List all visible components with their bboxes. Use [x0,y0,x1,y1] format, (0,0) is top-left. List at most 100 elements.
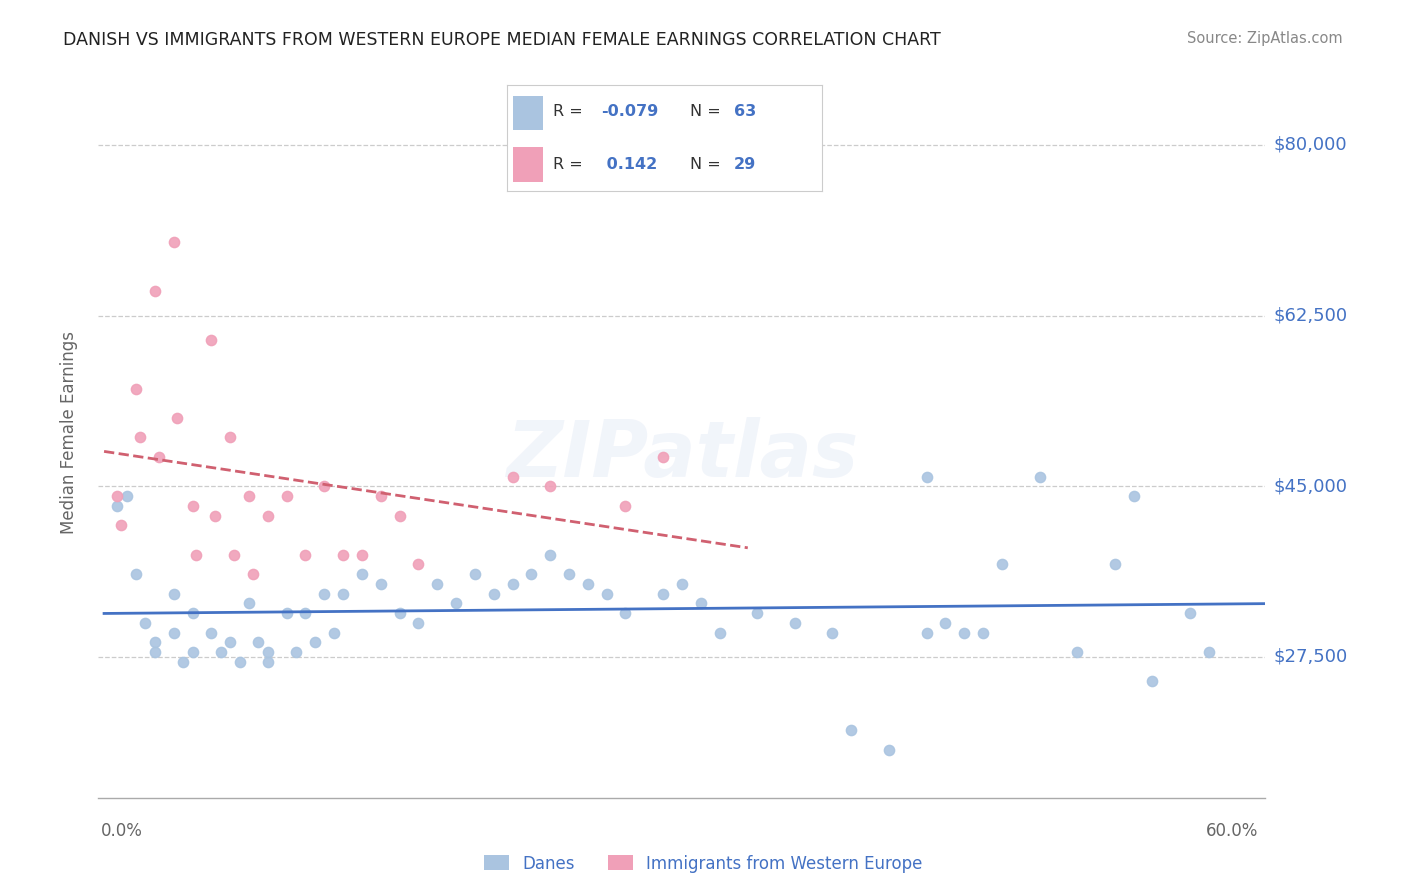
Point [1142,674,1164,689]
Point [991,558,1014,572]
Point [238,489,260,503]
Point [1066,645,1088,659]
Point [105,489,128,503]
Point [332,586,354,600]
Point [322,625,344,640]
Text: Source: ZipAtlas.com: Source: ZipAtlas.com [1187,31,1343,46]
Point [614,499,637,513]
Point [143,635,166,649]
Point [128,430,150,444]
Point [915,625,938,640]
Point [314,479,336,493]
Point [110,518,132,533]
Point [464,567,486,582]
Text: 0.142: 0.142 [602,157,658,172]
Point [115,489,138,503]
Text: 63: 63 [734,104,756,120]
Point [209,645,232,659]
Text: R =: R = [553,104,588,120]
Point [276,489,298,503]
Text: N =: N = [689,104,725,120]
Point [172,655,194,669]
Point [186,548,208,562]
Point [709,625,731,640]
Point [388,508,411,523]
Point [314,586,336,600]
Point [143,284,166,298]
Point [242,567,264,582]
Point [972,625,994,640]
Point [200,625,222,640]
Point [689,596,711,610]
Point [256,655,278,669]
Text: ZIPatlas: ZIPatlas [506,417,858,492]
Bar [513,95,543,130]
Text: $45,000: $45,000 [1274,477,1348,495]
Point [204,508,226,523]
Point [219,635,242,649]
Point [222,548,245,562]
Point [388,606,411,620]
Point [538,479,561,493]
Point [408,615,430,630]
Point [125,382,148,396]
Point [877,742,900,756]
Point [558,567,581,582]
Point [1122,489,1144,503]
Point [538,548,561,562]
Point [821,625,844,640]
Point [595,586,617,600]
Point [105,499,128,513]
Point [166,411,188,425]
Point [502,469,524,483]
Point [370,489,392,503]
Text: R =: R = [553,157,588,172]
Text: N =: N = [689,157,725,172]
Point [1028,469,1050,483]
Text: 29: 29 [734,157,756,172]
Point [163,235,186,250]
Point [247,635,270,649]
Point [228,655,250,669]
Point [163,625,186,640]
Point [238,596,260,610]
Text: $62,500: $62,500 [1274,307,1348,325]
Point [294,606,316,620]
Point [219,430,242,444]
Point [125,567,148,582]
Point [294,548,316,562]
Point [350,548,373,562]
Point [200,333,222,347]
Y-axis label: Median Female Earnings: Median Female Earnings [59,331,77,534]
Point [181,645,204,659]
Point [143,645,166,659]
Point [276,606,298,620]
Point [747,606,769,620]
Point [783,615,806,630]
Text: -0.079: -0.079 [602,104,658,120]
Point [934,615,956,630]
Point [915,469,938,483]
Point [134,615,156,630]
Point [1104,558,1126,572]
Point [614,606,637,620]
Point [671,576,693,591]
Legend: Danes, Immigrants from Western Europe: Danes, Immigrants from Western Europe [477,848,929,880]
Point [426,576,449,591]
Point [256,508,278,523]
Point [839,723,862,737]
Point [181,499,204,513]
Point [370,576,392,591]
Point [256,645,278,659]
Text: $80,000: $80,000 [1274,136,1347,154]
Point [304,635,326,649]
Point [148,450,170,464]
Text: 0.0%: 0.0% [101,822,143,840]
Point [332,548,354,562]
Text: DANISH VS IMMIGRANTS FROM WESTERN EUROPE MEDIAN FEMALE EARNINGS CORRELATION CHAR: DANISH VS IMMIGRANTS FROM WESTERN EUROPE… [63,31,941,49]
Point [444,596,467,610]
Text: 60.0%: 60.0% [1206,822,1258,840]
Point [953,625,976,640]
Point [1178,606,1201,620]
Point [408,558,430,572]
